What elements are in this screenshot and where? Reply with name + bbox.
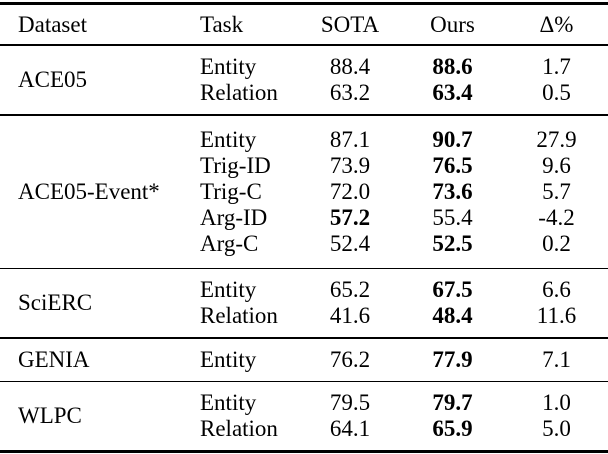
ours-value: 63.4	[432, 80, 473, 105]
sota-value: 64.1	[329, 416, 371, 441]
ours-value: 67.5	[432, 277, 473, 302]
ours-value: 88.6	[432, 54, 473, 79]
task-cell: Entity	[200, 277, 257, 302]
delta-value: 1.7	[542, 54, 571, 79]
dataset-group-scierc: SciERC Entity 65.2 67.5 6.6 Relation 41.…	[0, 269, 608, 337]
ours-value: 76.5	[432, 152, 473, 178]
sota-value: 63.2	[329, 80, 371, 105]
task-cell: Entity	[200, 126, 257, 152]
ours-value: 73.6	[432, 178, 473, 204]
sota-value: 76.2	[329, 346, 371, 372]
delta-value: 5.0	[542, 416, 571, 441]
ours-value: 55.4	[432, 204, 473, 230]
dataset-group-genia: GENIA Entity 76.2 77.9 7.1	[0, 339, 608, 381]
col-header-task: Task	[200, 11, 244, 37]
task-cell: Trig-ID	[200, 152, 271, 178]
sota-value: 52.4	[329, 230, 371, 256]
group-separator-rule	[0, 267, 608, 269]
header-rule	[0, 44, 608, 46]
delta-value: 5.7	[542, 178, 571, 204]
top-rule	[0, 2, 608, 5]
dataset-label: SciERC	[18, 290, 93, 315]
dataset-label: GENIA	[18, 346, 90, 372]
dataset-label: WLPC	[18, 403, 82, 428]
ours-value: 48.4	[432, 303, 473, 328]
sota-value: 65.2	[329, 277, 371, 302]
delta-value: -4.2	[538, 204, 575, 230]
col-header-sota: SOTA	[320, 11, 380, 37]
dataset-group-ace05-event: ACE05-Event* Entity 87.1 90.7 27.9 Trig-…	[0, 116, 608, 268]
sota-value: 88.4	[329, 54, 371, 79]
sota-value: 57.2	[329, 204, 371, 230]
group-separator-rule	[0, 337, 608, 339]
ours-value: 79.7	[432, 390, 473, 415]
task-cell: Trig-C	[200, 178, 262, 204]
col-header-ours: Ours	[430, 11, 475, 37]
delta-value: 0.2	[542, 230, 571, 256]
sota-value: 73.9	[329, 152, 371, 178]
group-separator-rule	[0, 114, 608, 116]
sota-value: 41.6	[329, 303, 371, 328]
ours-value: 77.9	[432, 346, 473, 372]
task-cell: Relation	[200, 416, 278, 441]
sota-value: 87.1	[329, 126, 371, 152]
ours-value: 52.5	[432, 230, 473, 256]
group-separator-rule	[0, 380, 608, 382]
task-cell: Arg-C	[200, 230, 259, 256]
table-header-row: Dataset Task SOTA Ours Δ%	[0, 5, 608, 44]
task-cell: Entity	[200, 346, 257, 372]
ours-value: 90.7	[432, 126, 473, 152]
col-header-dataset: Dataset	[18, 11, 87, 37]
delta-value: 27.9	[536, 126, 577, 152]
bottom-rule	[0, 450, 608, 453]
task-cell: Entity	[200, 390, 257, 415]
task-cell: Relation	[200, 303, 278, 328]
delta-value: 9.6	[542, 152, 571, 178]
delta-value: 11.6	[536, 303, 577, 328]
task-cell: Arg-ID	[200, 204, 268, 230]
col-header-delta: Δ%	[539, 11, 574, 37]
sota-value: 79.5	[329, 390, 371, 415]
delta-value: 1.0	[542, 390, 571, 415]
delta-value: 0.5	[542, 80, 571, 105]
task-cell: Entity	[200, 54, 257, 79]
sota-value: 72.0	[329, 178, 371, 204]
task-cell: Relation	[200, 80, 278, 105]
dataset-label: ACE05	[18, 67, 87, 92]
ours-value: 65.9	[432, 416, 473, 441]
delta-value: 7.1	[542, 346, 571, 372]
dataset-group-ace05: ACE05 Entity 88.4 88.6 1.7 Relation 63.2…	[0, 46, 608, 114]
dataset-label: ACE05-Event*	[18, 178, 160, 204]
delta-value: 6.6	[542, 277, 571, 302]
dataset-group-wlpc: WLPC Entity 79.5 79.7 1.0 Relation 64.1 …	[0, 382, 608, 450]
